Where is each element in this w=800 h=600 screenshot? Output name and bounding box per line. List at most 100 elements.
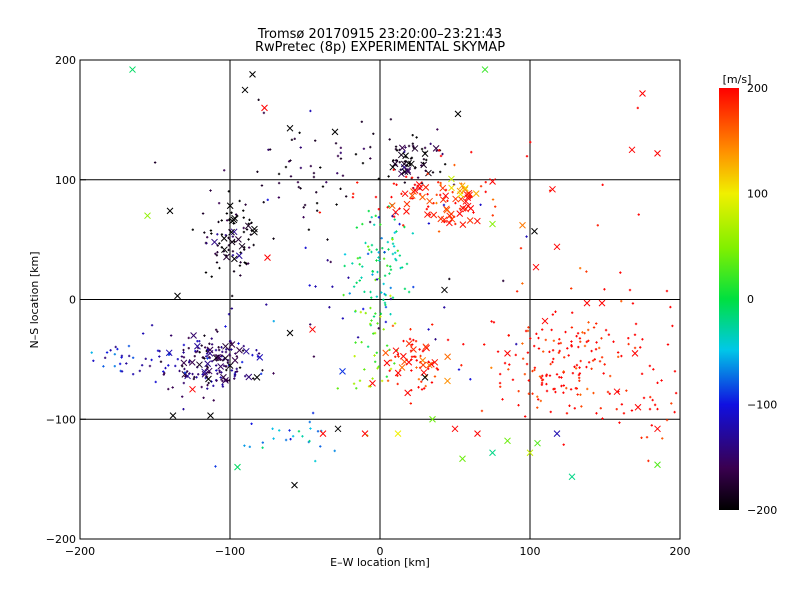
data-point-dot — [386, 206, 389, 209]
data-point-dot — [163, 371, 166, 375]
data-point-dot — [383, 250, 386, 254]
data-point-dot — [548, 374, 552, 377]
data-point-dot — [656, 381, 659, 385]
data-point-cross — [446, 212, 454, 220]
data-point-dot — [225, 348, 228, 351]
data-point-dot — [393, 218, 396, 221]
data-point-dot — [309, 109, 312, 113]
data-point-dot — [454, 222, 457, 226]
data-point-dot — [389, 268, 393, 271]
data-point-cross — [424, 211, 431, 218]
data-point-dot — [196, 349, 199, 353]
data-point-dot — [347, 276, 350, 279]
data-point-dot — [515, 342, 518, 346]
data-point-dot — [212, 384, 215, 388]
data-point-dot — [415, 359, 418, 362]
data-point-cross — [194, 342, 201, 350]
data-point-dot — [620, 403, 624, 406]
data-point-dot — [183, 367, 186, 371]
data-point-dot — [393, 322, 397, 325]
data-point-dot — [423, 387, 426, 390]
data-point-cross — [568, 473, 576, 481]
data-point-dot — [373, 360, 377, 363]
data-point-cross — [201, 370, 209, 378]
data-point-dot — [586, 387, 589, 391]
data-point-dot — [343, 253, 347, 256]
chart-title: Tromsø 20170915 23:20:00–23:21:43 — [257, 27, 502, 42]
data-point-dot — [585, 365, 588, 369]
data-point-dot — [424, 384, 427, 388]
data-point-dot — [109, 349, 112, 352]
data-point-cross — [446, 219, 453, 227]
data-point-cross — [196, 361, 203, 369]
data-point-cross — [405, 340, 413, 347]
data-point-cross — [404, 166, 411, 174]
data-point-dot — [164, 366, 167, 370]
data-point-cross — [431, 358, 439, 366]
data-point-dot — [118, 362, 122, 366]
data-point-dot — [227, 312, 231, 316]
data-point-dot — [552, 357, 555, 361]
data-point-cross — [422, 343, 430, 351]
data-point-cross — [459, 455, 466, 463]
data-point-dot — [373, 354, 376, 357]
data-point-dot — [570, 326, 574, 329]
chart-subtitle: RwPretec (8p) EXPERIMENTAL SKYMAP — [255, 40, 505, 55]
data-point-dot — [429, 142, 432, 146]
data-point-cross — [286, 124, 294, 132]
data-point-cross — [394, 430, 402, 437]
data-point-dot — [248, 218, 251, 222]
data-point-dot — [181, 395, 184, 398]
data-point-cross — [331, 128, 339, 136]
data-point-dot — [167, 364, 170, 367]
data-point-dot — [412, 338, 415, 342]
data-point-dot — [303, 203, 307, 207]
data-point-dot — [457, 368, 461, 371]
data-point-dot — [439, 154, 443, 158]
data-point-dot — [138, 369, 142, 373]
data-point-dot — [420, 147, 424, 151]
data-point-dot — [409, 402, 413, 405]
data-point-dot — [261, 441, 265, 444]
data-point-dot — [148, 364, 152, 368]
data-point-dot — [403, 150, 406, 154]
data-point-cross — [369, 379, 376, 387]
data-point-dot — [591, 359, 595, 362]
data-point-dot — [391, 296, 395, 299]
data-point-dot — [483, 343, 486, 346]
x-axis-label: E–W location [km] — [330, 556, 430, 569]
data-point-dot — [601, 417, 604, 420]
data-point-dot — [314, 459, 317, 463]
data-point-dot — [233, 377, 236, 380]
data-point-dot — [552, 339, 556, 342]
data-point-cross — [184, 372, 191, 380]
data-point-cross — [462, 198, 470, 205]
data-point-dot — [665, 289, 669, 293]
data-point-dot — [230, 369, 234, 372]
data-point-dot — [307, 228, 311, 231]
data-point-dot — [587, 339, 590, 342]
data-point-dot — [368, 322, 372, 326]
data-point-dot — [410, 355, 414, 359]
data-point-cross — [456, 187, 464, 195]
data-point-dot — [578, 337, 582, 340]
data-point-dot — [565, 386, 568, 390]
data-point-dot — [209, 229, 213, 232]
data-point-dot — [113, 364, 117, 368]
data-point-dot — [526, 351, 530, 354]
data-point-dot — [596, 224, 600, 227]
data-point-cross — [242, 347, 250, 355]
data-point-dot — [233, 240, 236, 243]
data-point-dot — [514, 353, 518, 357]
data-point-dot — [388, 369, 391, 372]
data-point-dot — [587, 321, 590, 324]
data-point-cross — [419, 361, 427, 369]
data-point-dot — [574, 367, 578, 370]
data-point-cross — [489, 220, 496, 228]
data-point-dot — [328, 306, 331, 309]
data-point-dot — [228, 353, 231, 356]
data-point-cross — [420, 161, 428, 169]
data-point-dot — [234, 213, 238, 216]
data-point-dot — [442, 203, 446, 207]
data-point-dot — [247, 222, 250, 225]
